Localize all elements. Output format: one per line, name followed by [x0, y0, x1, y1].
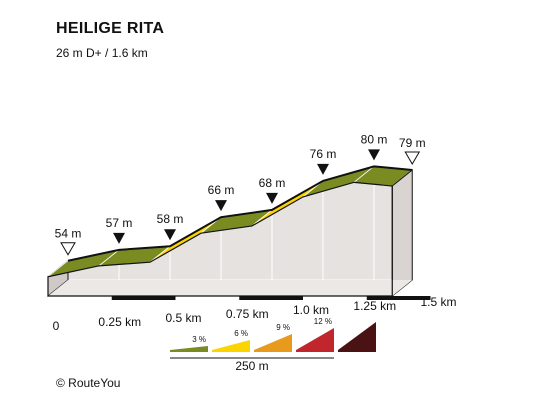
legend-swatch: [254, 334, 292, 352]
elevation-label: 54 m: [55, 227, 82, 241]
elevation-marker-icon: [266, 192, 278, 204]
x-tick-label: 1.5 km: [420, 295, 456, 309]
elevation-label: 66 m: [208, 183, 235, 197]
x-tick-label: 1.25 km: [353, 299, 396, 313]
legend-label: 12 %: [314, 317, 332, 326]
profile-end-face: [391, 168, 413, 298]
legend-swatch: [338, 322, 376, 352]
x-tick-label: 1.0 km: [293, 303, 329, 317]
elevation-label: 79 m: [399, 136, 426, 150]
start-marker-icon: [60, 242, 76, 256]
legend-scale-label: 250 m: [235, 359, 268, 373]
elevation-marker-icon: [368, 149, 380, 161]
legend-label: 9 %: [276, 323, 290, 332]
x-tick-label: 0.5 km: [165, 311, 201, 325]
x-tick-label: 0.25 km: [98, 315, 141, 329]
profile-front-outline: [47, 181, 393, 297]
end-marker-icon: [404, 151, 421, 165]
baseline-km-band: [111, 296, 176, 300]
elevation-label: 68 m: [259, 176, 286, 190]
x-tick-label: 0: [53, 319, 60, 333]
legend-swatch: [296, 328, 334, 352]
elevation-marker-icon: [317, 163, 329, 175]
elevation-label: 58 m: [157, 212, 184, 226]
legend-swatch: [212, 340, 250, 352]
baseline-km-band: [239, 296, 303, 300]
elevation-label: 57 m: [106, 216, 133, 230]
profile-base: [48, 280, 413, 296]
elevation-label: 76 m: [310, 147, 337, 161]
legend-swatch: [170, 346, 208, 352]
profile-ridge-line: [67, 165, 413, 262]
elevation-marker-icon: [113, 232, 125, 244]
elevation-marker-icon: [164, 229, 176, 241]
chart-subtitle: 26 m D+ / 1.6 km: [56, 46, 148, 60]
routeyou-credit: © RouteYou: [56, 376, 121, 390]
x-tick-label: 0.75 km: [226, 307, 269, 321]
baseline-km-band: [366, 296, 431, 300]
elevation-label: 80 m: [361, 132, 388, 146]
chart-title: HEILIGE RITA: [56, 20, 165, 37]
legend-label: 6 %: [234, 329, 248, 338]
elevation-marker-icon: [215, 200, 227, 212]
legend-label: 3 %: [192, 335, 206, 344]
